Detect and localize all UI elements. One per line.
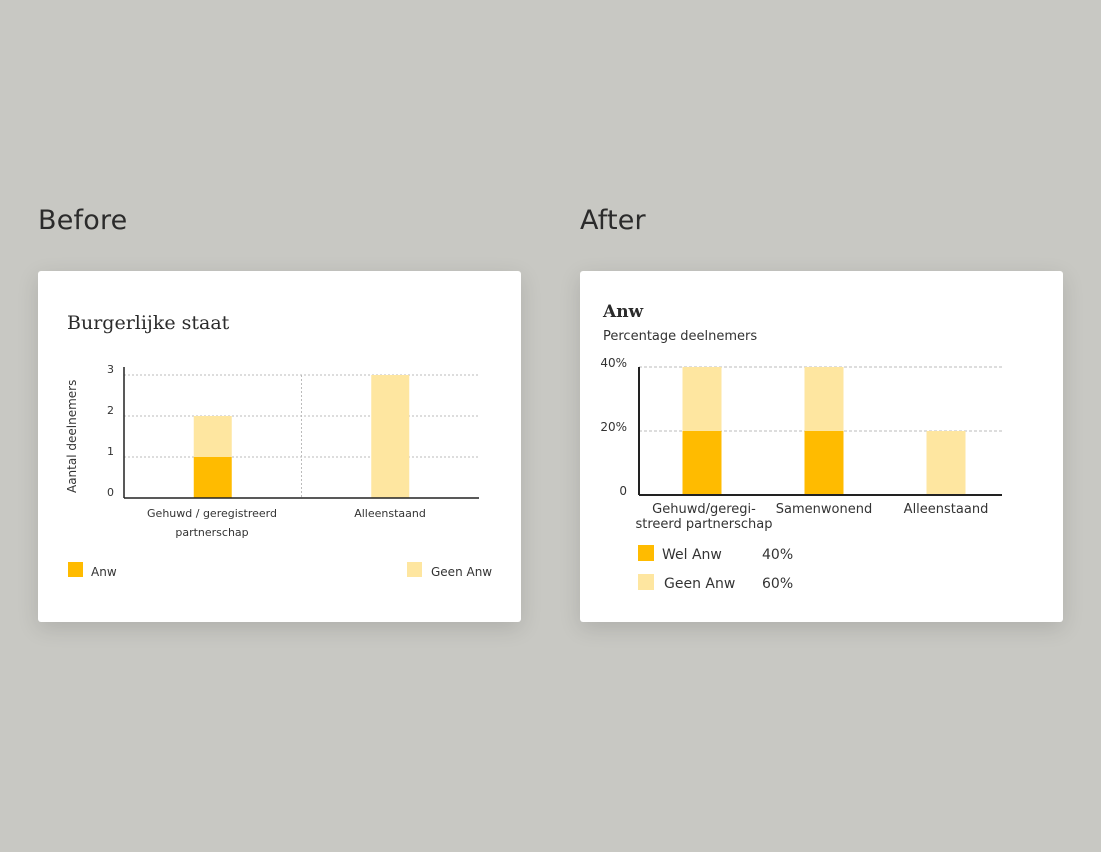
before-y-tick-label: 3 [107,363,114,376]
before-y-tick-label: 0 [107,486,114,499]
before-chart-card: Burgerlijke staat Aantal deelnemers 0 1 2 3… [38,271,521,622]
after-bar-geen-anw [926,431,966,495]
after-x-tick-label: Alleenstaand [904,502,989,517]
before-heading: Before [38,205,128,236]
after-bar-geen-anw [682,367,722,431]
before-y-tick-label: 2 [107,404,114,417]
before-chart-title: Burgerlijke staat [67,312,230,334]
before-bar-geen-anw [193,416,232,457]
after-y-tick-label: 20% [600,420,627,434]
after-legend-label-geen-anw: Geen Anw [664,576,735,592]
after-x-tick-label-line: Gehuwd/geregi- [652,502,756,517]
after-chart-title: Anw [602,302,644,322]
before-legend-swatch-geen-anw [407,562,422,577]
after-heading: After [580,205,646,236]
after-legend-swatch-wel-anw [638,545,654,561]
before-bar-geen-anw [371,375,410,498]
before-x-tick-label: Alleenstaand [354,507,426,520]
after-legend-swatch-geen-anw [638,574,654,590]
after-y-tick-label: 40% [600,356,627,370]
after-chart-card: Anw Percentage deelnemers 0 20% 40% Gehuwd… [580,271,1063,622]
before-x-tick-label-line: partnerschap [175,526,248,539]
before-y-tick-label: 1 [107,445,114,458]
after-y-tick-label: 0 [619,484,627,498]
before-y-axis-label: Aantal deelnemers [65,380,79,493]
before-legend-label-anw: Anw [91,565,117,579]
before-chart: Burgerlijke staat Aantal deelnemers 0 1 2 3… [65,312,492,579]
before-x-tick-label: Gehuwd / geregistreerd partnerschap [147,507,277,539]
after-bar-wel-anw [682,431,722,495]
before-x-tick-label-line: Gehuwd / geregistreerd [147,507,277,520]
after-x-tick-label-line: streerd partnerschap [635,517,772,532]
before-legend-label-geen-anw: Geen Anw [431,565,492,579]
after-bar-geen-anw [804,367,844,431]
after-x-tick-label: Samenwonend [776,502,872,517]
after-chart: Anw Percentage deelnemers 0 20% 40% Gehuwd… [600,302,1002,592]
after-chart-subtitle: Percentage deelnemers [603,329,757,344]
after-legend-value-wel-anw: 40% [762,547,793,563]
before-legend-swatch-anw [68,562,83,577]
after-x-tick-label: Gehuwd/geregi-streerd partnerschap [635,502,772,532]
before-bar-anw [193,457,232,498]
after-legend-label-wel-anw: Wel Anw [662,547,722,563]
after-legend-value-geen-anw: 60% [762,576,793,592]
after-bar-wel-anw [804,431,844,495]
